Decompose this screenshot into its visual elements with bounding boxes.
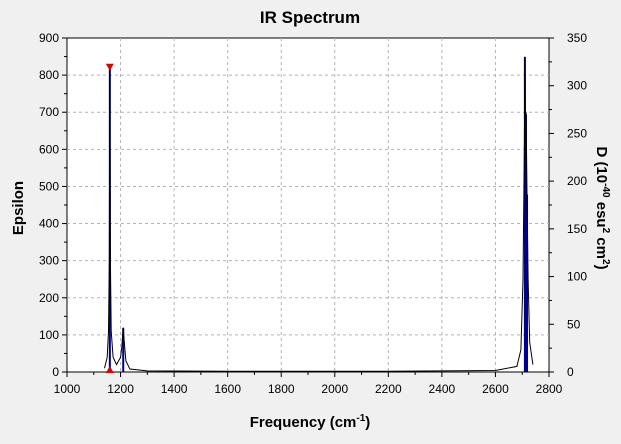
x-axis-label-close: ) [365,414,370,431]
y-tick-label: 900 [39,31,59,45]
y2-tick-label: 50 [567,317,581,331]
x-tick-label: 1200 [107,382,134,396]
y2-axis-label: D (10-40 esu2 cm2) [593,146,611,269]
grid-lines [67,38,549,372]
y-axis-left: 0 100 200 300 400 500 600 700 800 900 [39,31,67,379]
peak-markers [105,63,114,373]
y-tick-label: 700 [39,105,59,119]
x-tick-label: 2200 [375,382,402,396]
y2-tick-label: 100 [567,270,587,284]
y-tick-label: 300 [39,254,59,268]
x-tick-label: 1400 [161,382,188,396]
peak-marker-bottom [105,366,114,373]
y-tick-label: 100 [39,328,59,342]
y2-axis-label-text: cm [593,233,610,259]
x-tick-label: 2800 [536,382,563,396]
x-tick-label: 1000 [54,382,81,396]
y-tick-label: 200 [39,291,59,305]
y2-axis-label-superscript: -40 [600,183,611,198]
x-tick-label: 2000 [321,382,348,396]
y2-tick-label: 0 [567,365,574,379]
y-tick-label: 800 [39,68,59,82]
x-tick-label: 2600 [482,382,509,396]
y2-tick-label: 150 [567,222,587,236]
x-tick-label: 2400 [429,382,456,396]
y2-axis-label-text: ) [593,265,610,270]
plot-area [66,37,550,373]
peak-marker-top [105,63,114,71]
y2-tick-label: 350 [567,31,587,45]
y-axis-label: Epsilon [10,181,27,235]
x-axis: 1000 1200 1400 1600 1800 2000 2200 2400 2600 2800 [54,372,563,396]
x-tick-label: 1600 [214,382,241,396]
y-axis-right: 0 50 100 150 200 250 300 350 [549,31,587,379]
x-axis-label: Frequency (cm-1) [250,413,371,431]
y2-axis-label-text: D (10 [593,146,610,183]
y-tick-label: 600 [39,142,59,156]
x-axis-label-text: Frequency (cm [250,414,357,431]
y-tick-label: 0 [52,365,59,379]
y2-tick-label: 200 [567,174,587,188]
y2-tick-label: 250 [567,126,587,140]
chart-title: IR Spectrum [260,8,360,27]
x-axis-label-superscript: -1 [356,413,365,424]
y2-tick-label: 300 [567,79,587,93]
y2-axis-label-text: esu [593,198,610,228]
y-tick-label: 400 [39,217,59,231]
x-tick-label: 1800 [268,382,295,396]
y2-axis-label-superscript: 2 [600,259,611,265]
spectrum-line [104,56,534,372]
y-tick-label: 500 [39,179,59,193]
y2-axis-label-superscript: 2 [600,228,611,234]
